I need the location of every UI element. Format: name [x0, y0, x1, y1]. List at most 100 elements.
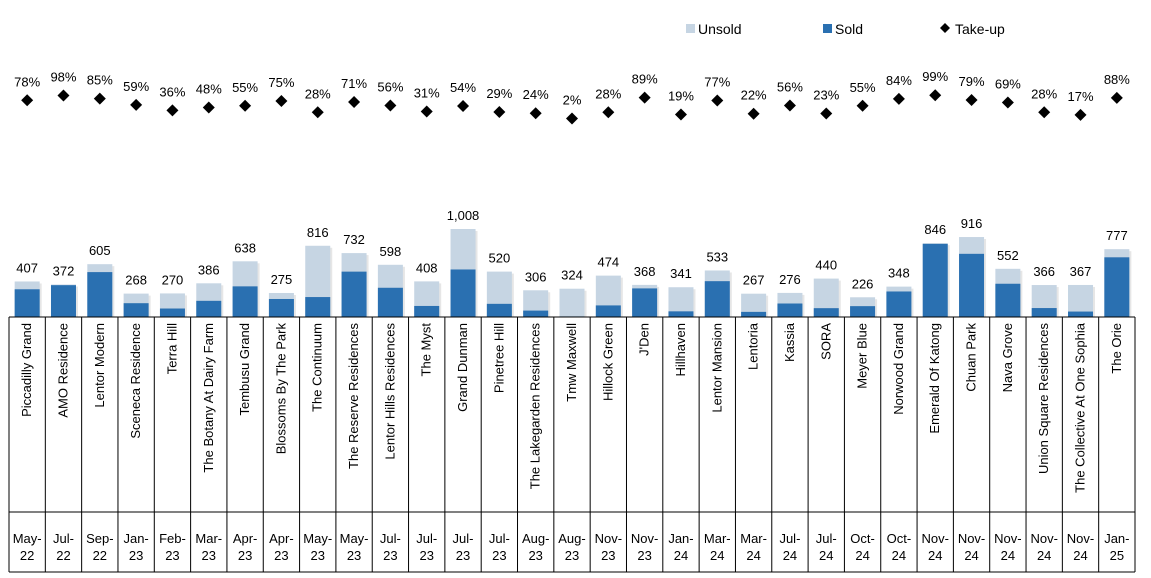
launch-year-label: 22: [20, 548, 34, 563]
takeup-label: 17%: [1068, 89, 1094, 104]
project-name-label: The Orie: [1109, 323, 1124, 374]
legend-label-takeup: Take-up: [955, 21, 1005, 37]
launch-month-label: Nov-: [1067, 531, 1094, 546]
bar-total-label: 276: [779, 272, 801, 287]
bar-sold: [741, 311, 767, 317]
takeup-label: 84%: [886, 73, 912, 88]
launch-year-label: 22: [56, 548, 70, 563]
launch-year-label: 23: [274, 548, 288, 563]
project-name-label: Emerald Of Katong: [927, 323, 942, 434]
launch-month-label: Nov-: [921, 531, 948, 546]
project-name-label: J'Den: [637, 323, 652, 356]
bar-total-label: 408: [416, 260, 438, 275]
launch-year-label: 25: [1110, 548, 1124, 563]
takeup-label: 22%: [741, 88, 767, 103]
takeup-label: 56%: [377, 80, 403, 95]
takeup-marker: [1001, 96, 1014, 109]
takeup-marker: [747, 107, 760, 120]
takeup-marker: [239, 99, 252, 112]
project-name-label: Blossoms By The Park: [273, 323, 288, 455]
category-labels: Piccadilly Grand May- 22 AMO Residence Jul- 2…: [13, 322, 1130, 563]
takeup-label: 24%: [523, 87, 549, 102]
launch-year-label: 23: [601, 548, 615, 563]
takeup-label: 75%: [268, 75, 294, 90]
bar-total-label: 816: [307, 225, 329, 240]
project-name-label: Piccadilly Grand: [19, 323, 34, 417]
launch-month-label: May-: [303, 531, 332, 546]
launch-year-label: 24: [819, 548, 833, 563]
launch-year-label: 24: [1037, 548, 1051, 563]
bar-unsold: [741, 293, 767, 317]
takeup-marker: [57, 89, 70, 102]
launch-month-label: Mar-: [195, 531, 222, 546]
bar-sold: [159, 308, 185, 317]
takeup-label: 98%: [50, 69, 76, 84]
bar-total-label: 275: [271, 272, 293, 287]
bar-sold: [196, 300, 222, 317]
launch-year-label: 23: [311, 548, 325, 563]
takeup-label: 85%: [87, 73, 113, 88]
launch-month-label: Jan-: [668, 531, 693, 546]
bar-total-label: 268: [125, 273, 147, 288]
bar-sold: [14, 289, 40, 317]
launch-month-label: Nov-: [631, 531, 658, 546]
launch-year-label: 23: [202, 548, 216, 563]
launch-year-label: 23: [565, 548, 579, 563]
project-name-label: Hillhaven: [673, 323, 688, 376]
takeup-label: 88%: [1104, 72, 1130, 87]
category-grid: [8, 316, 1136, 573]
project-name-label: SORA: [818, 323, 833, 360]
bar-total-label: 732: [343, 232, 365, 247]
takeup-marker: [674, 108, 687, 121]
takeup-marker: [130, 98, 143, 111]
bar-sold: [632, 288, 658, 317]
bar-total-label: 440: [815, 258, 837, 273]
bar-total-label: 916: [961, 216, 983, 231]
takeup-label: 56%: [777, 80, 803, 95]
bar-total-label: 552: [997, 248, 1019, 263]
takeup-label: 54%: [450, 80, 476, 95]
bar-sold: [305, 297, 331, 317]
launch-year-label: 23: [238, 548, 252, 563]
launch-year-label: 23: [637, 548, 651, 563]
project-name-label: The Collective At One Sophia: [1073, 322, 1088, 493]
takeup-marker: [21, 94, 34, 107]
bar-total-label: 638: [234, 240, 256, 255]
project-name-label: The Continuum: [310, 323, 325, 412]
takeup-marker: [602, 106, 615, 119]
bar-sold: [777, 303, 803, 317]
launch-year-label: 23: [492, 548, 506, 563]
bars-series: 407 372 605 268 270 386 638 275 816 732 598 408 1,00…: [14, 208, 1132, 317]
project-name-label: Hillock Green: [600, 323, 615, 401]
launch-month-label: Jul-: [416, 531, 437, 546]
bar-sold: [1068, 311, 1094, 317]
takeup-marker: [493, 106, 506, 119]
takeup-label: 29%: [486, 86, 512, 101]
launch-year-label: 23: [165, 548, 179, 563]
takeup-marker: [457, 100, 470, 113]
launch-month-label: May-: [340, 531, 369, 546]
takeup-label: 69%: [995, 76, 1021, 91]
bar-total-label: 366: [1033, 264, 1055, 279]
project-name-label: Lentor Modern: [92, 323, 107, 408]
launch-year-label: 24: [674, 548, 688, 563]
launch-month-label: Jul-: [779, 531, 800, 546]
launch-month-label: Aug-: [522, 531, 549, 546]
takeup-label: 28%: [1031, 86, 1057, 101]
project-name-label: Kassia: [782, 322, 797, 362]
takeup-label: 28%: [305, 86, 331, 101]
takeup-marker: [783, 99, 796, 112]
project-name-label: AMO Residence: [55, 323, 70, 418]
bar-sold: [1104, 257, 1130, 317]
takeup-label: 71%: [341, 76, 367, 91]
bar-total-label: 386: [198, 262, 220, 277]
bar-sold: [668, 311, 694, 317]
project-name-label: The Lakegarden Residences: [528, 323, 543, 490]
launch-month-label: Jul-: [816, 531, 837, 546]
takeup-label: 31%: [414, 86, 440, 101]
bar-total-label: 306: [525, 269, 547, 284]
bar-sold: [595, 305, 621, 317]
launch-year-label: 24: [1073, 548, 1087, 563]
takeup-label: 28%: [595, 86, 621, 101]
takeup-marker: [93, 92, 106, 105]
